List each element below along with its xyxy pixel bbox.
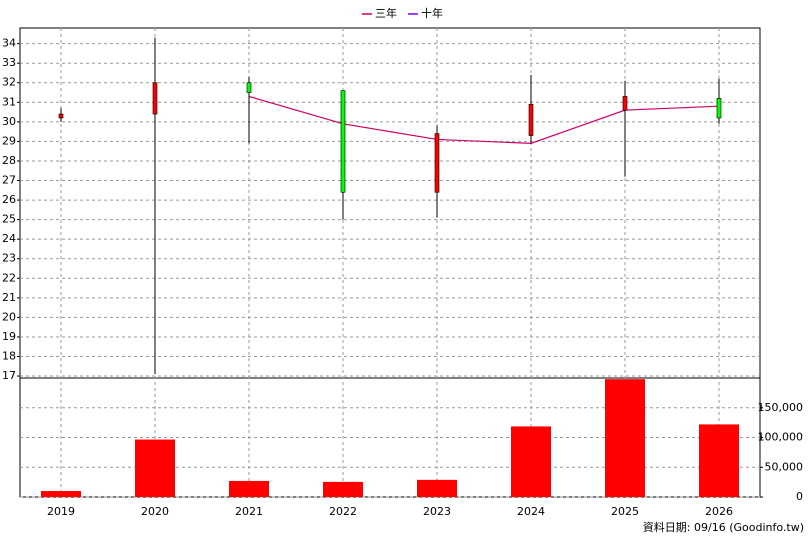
footnote: 資料日期: 09/16 (Goodinfo.tw) [643,520,804,534]
y2-tick-label: 100,000 [758,431,804,444]
x-tick-label: 2019 [47,505,75,518]
y-tick-label: 19 [2,330,16,343]
y-tick-label: 30 [2,115,16,128]
y-tick-label: 25 [2,213,16,226]
candle-body [622,96,628,111]
y-tick-label: 24 [2,232,16,245]
volume-bar [41,491,81,497]
x-tick-label: 2024 [517,505,545,518]
volume-bar [605,379,645,497]
y-tick-label: 18 [2,349,16,362]
y-tick-label: 17 [2,369,16,382]
volume-bar [699,424,739,497]
volume-bar [229,480,269,497]
y-tick-label: 21 [2,291,16,304]
y-tick-label: 32 [2,76,16,89]
y-tick-label: 26 [2,193,16,206]
x-tick-label: 2023 [423,505,451,518]
candle-body [716,98,722,119]
plot-frame [19,27,761,498]
candle-body [340,90,346,193]
legend-label: 三年 [375,6,397,20]
legend-label: 十年 [421,6,443,20]
candle-body [246,82,252,93]
candle-body [58,113,64,119]
candle-body [434,133,440,193]
x-tick-label: 2021 [235,505,263,518]
y2-tick-label: 0 [796,490,803,503]
y-tick-label: 29 [2,134,16,147]
y-tick-label: 23 [2,252,16,265]
y-tick-label: 27 [2,174,16,187]
y-tick-label: 20 [2,310,16,323]
x-tick-label: 2025 [611,505,639,518]
y-tick-label: 22 [2,271,16,284]
volume-bar [135,439,175,497]
candle-body [528,103,534,136]
candle-body [152,82,158,115]
y2-tick-label: 50,000 [765,460,804,473]
line-series [248,95,720,144]
x-tick-label: 2022 [329,505,357,518]
x-tick-label: 2020 [141,505,169,518]
y-tick-label: 33 [2,56,16,69]
volume-bar [323,481,363,497]
volume-bar [511,426,551,497]
y-tick-label: 34 [2,37,16,50]
y2-tick-label: 150,000 [758,401,804,414]
volume-bar [417,479,457,497]
x-tick-label: 2026 [705,505,733,518]
y-tick-label: 28 [2,154,16,167]
y-tick-label: 31 [2,95,16,108]
